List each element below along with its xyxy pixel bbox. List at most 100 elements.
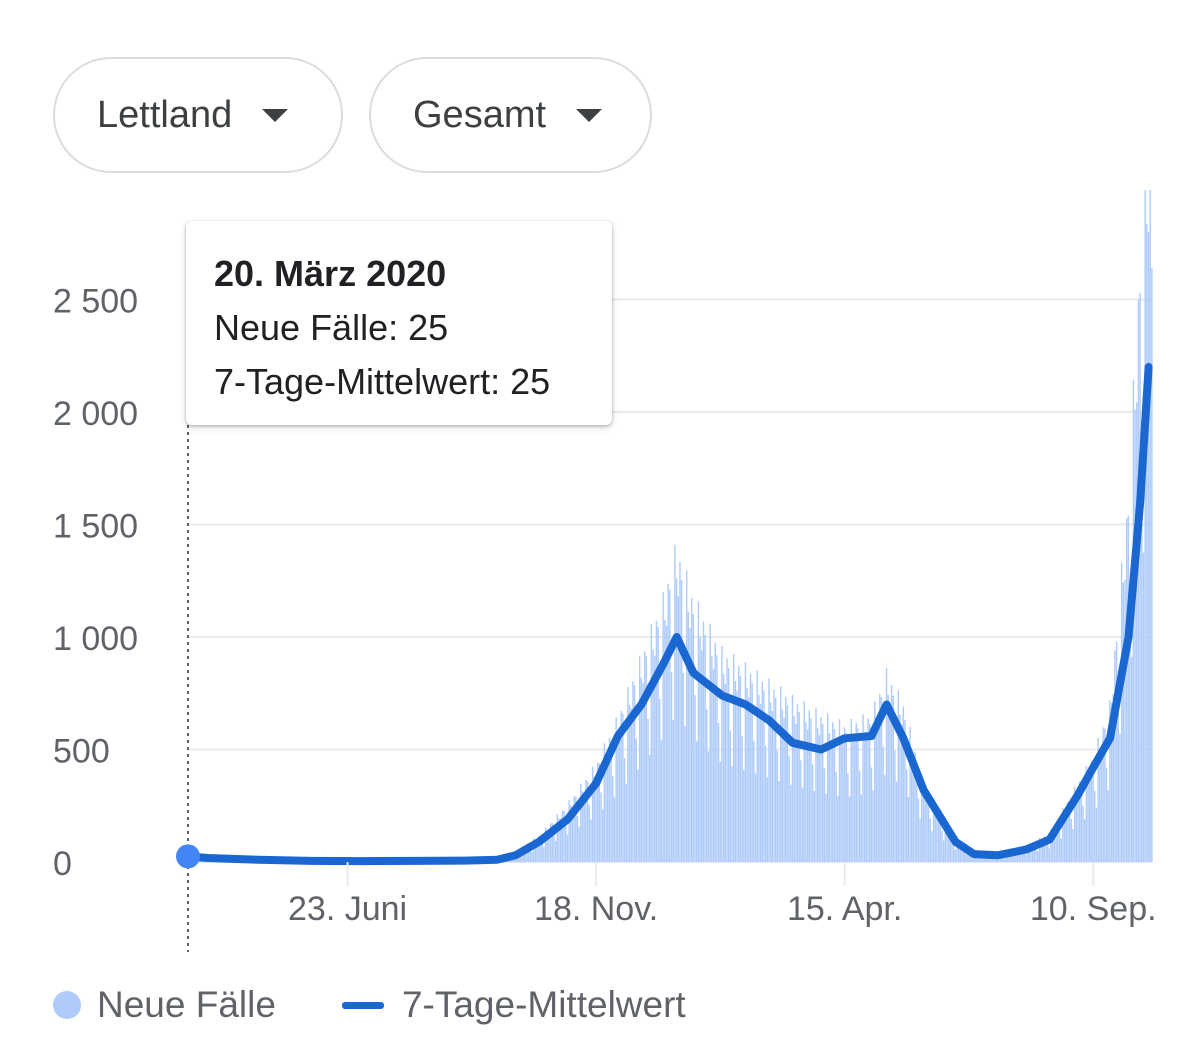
bar-new-cases[interactable]: [853, 741, 856, 862]
bar-new-cases[interactable]: [598, 763, 601, 862]
bar-new-cases[interactable]: [1137, 300, 1140, 863]
bar-new-cases[interactable]: [553, 834, 555, 862]
bar-new-cases[interactable]: [583, 792, 585, 862]
bar-new-cases[interactable]: [585, 779, 587, 862]
bar-new-cases[interactable]: [1063, 812, 1066, 862]
bar-new-cases[interactable]: [732, 654, 735, 862]
bar-new-cases[interactable]: [570, 805, 572, 862]
bar-new-cases[interactable]: [1078, 781, 1081, 863]
bar-new-cases[interactable]: [734, 681, 737, 862]
bar-new-cases[interactable]: [558, 818, 560, 862]
bar-new-cases[interactable]: [761, 681, 763, 862]
bar-new-cases[interactable]: [823, 768, 826, 862]
bar-new-cases[interactable]: [947, 830, 950, 862]
bar-new-cases[interactable]: [902, 706, 905, 862]
bar-new-cases[interactable]: [1023, 852, 1025, 862]
bar-new-cases[interactable]: [548, 829, 550, 862]
bar-new-cases[interactable]: [949, 827, 952, 862]
bar-new-cases[interactable]: [840, 737, 842, 862]
bar-new-cases[interactable]: [1036, 851, 1039, 862]
bar-new-cases[interactable]: [554, 840, 557, 862]
bar-new-cases[interactable]: [576, 815, 579, 862]
bar-new-cases[interactable]: [652, 649, 654, 862]
bar-new-cases[interactable]: [679, 561, 681, 862]
bar-new-cases[interactable]: [690, 598, 693, 862]
bar-new-cases[interactable]: [669, 589, 671, 862]
bar-new-cases[interactable]: [608, 737, 611, 862]
bar-new-cases[interactable]: [914, 752, 916, 862]
bar-new-cases[interactable]: [744, 662, 747, 862]
bar-new-cases[interactable]: [729, 730, 732, 862]
bar-new-cases[interactable]: [726, 658, 728, 862]
bar-new-cases[interactable]: [701, 650, 703, 862]
bar-new-cases[interactable]: [768, 678, 770, 862]
bar-new-cases[interactable]: [1110, 703, 1113, 862]
bar-new-cases[interactable]: [832, 722, 834, 862]
bar-new-cases[interactable]: [659, 698, 661, 862]
bar-new-cases[interactable]: [650, 623, 653, 862]
bar-new-cases[interactable]: [776, 750, 779, 862]
bar-new-cases[interactable]: [942, 840, 945, 862]
bar-new-cases[interactable]: [842, 744, 844, 862]
bar-new-cases[interactable]: [603, 743, 606, 862]
bar-new-cases[interactable]: [593, 776, 596, 862]
bar-new-cases[interactable]: [1112, 694, 1114, 862]
bar-new-cases[interactable]: [655, 620, 658, 862]
bar-new-cases[interactable]: [647, 718, 649, 862]
bar-new-cases[interactable]: [835, 771, 837, 862]
bar-new-cases[interactable]: [963, 844, 965, 862]
bar-new-cases[interactable]: [877, 720, 879, 862]
bar-new-cases[interactable]: [959, 843, 962, 862]
bar-new-cases[interactable]: [649, 755, 651, 862]
bar-new-cases[interactable]: [1122, 582, 1125, 862]
bar-new-cases[interactable]: [578, 827, 580, 862]
bar-new-cases[interactable]: [769, 702, 772, 862]
bar-new-cases[interactable]: [919, 818, 921, 862]
bar-new-cases[interactable]: [533, 838, 535, 862]
bar-new-cases[interactable]: [907, 797, 910, 862]
bar-new-cases[interactable]: [539, 835, 542, 862]
bar-new-cases[interactable]: [756, 670, 758, 862]
bar-new-cases[interactable]: [566, 834, 569, 862]
bar-new-cases[interactable]: [1033, 842, 1036, 862]
bar-new-cases[interactable]: [1001, 857, 1004, 862]
bar-new-cases[interactable]: [1082, 805, 1084, 862]
bar-new-cases[interactable]: [855, 722, 858, 862]
bar-new-cases[interactable]: [956, 836, 958, 862]
cases-chart[interactable]: 0 500 1 000 1 500 2 000 2 500 23. Juni 18. Nov…: [0, 190, 1200, 960]
bar-new-cases[interactable]: [1065, 812, 1067, 862]
bar-new-cases[interactable]: [586, 781, 589, 862]
bar-new-cases[interactable]: [816, 728, 819, 862]
bar-new-cases[interactable]: [771, 710, 774, 862]
bar-new-cases[interactable]: [872, 790, 874, 863]
bar-new-cases[interactable]: [680, 579, 683, 862]
bar-new-cases[interactable]: [874, 701, 876, 862]
bar-new-cases[interactable]: [561, 810, 564, 862]
bar-new-cases[interactable]: [867, 718, 869, 862]
bar-new-cases[interactable]: [1087, 775, 1089, 862]
bar-new-cases[interactable]: [837, 796, 839, 862]
bar-new-cases[interactable]: [801, 787, 804, 862]
bar-new-cases[interactable]: [811, 764, 814, 862]
country-selector[interactable]: Lettland: [53, 57, 343, 173]
bar-new-cases[interactable]: [617, 732, 619, 862]
bar-new-cases[interactable]: [1062, 808, 1064, 862]
bar-new-cases[interactable]: [727, 668, 730, 862]
bar-new-cases[interactable]: [714, 642, 716, 862]
bar-new-cases[interactable]: [627, 686, 629, 862]
bar-new-cases[interactable]: [827, 713, 829, 862]
bar-new-cases[interactable]: [722, 674, 725, 862]
bar-new-cases[interactable]: [936, 813, 938, 862]
bar-new-cases[interactable]: [1058, 832, 1061, 862]
bar-new-cases[interactable]: [1016, 849, 1019, 862]
bar-new-cases[interactable]: [536, 840, 538, 862]
bar-new-cases[interactable]: [1053, 829, 1056, 862]
bar-new-cases[interactable]: [941, 830, 943, 862]
bar-new-cases[interactable]: [850, 718, 852, 862]
bar-new-cases[interactable]: [682, 673, 685, 862]
bar-new-cases[interactable]: [1109, 700, 1111, 862]
bar-new-cases[interactable]: [575, 796, 577, 862]
bar-new-cases[interactable]: [820, 717, 822, 862]
bar-new-cases[interactable]: [922, 791, 925, 862]
bar-new-cases[interactable]: [912, 760, 915, 862]
